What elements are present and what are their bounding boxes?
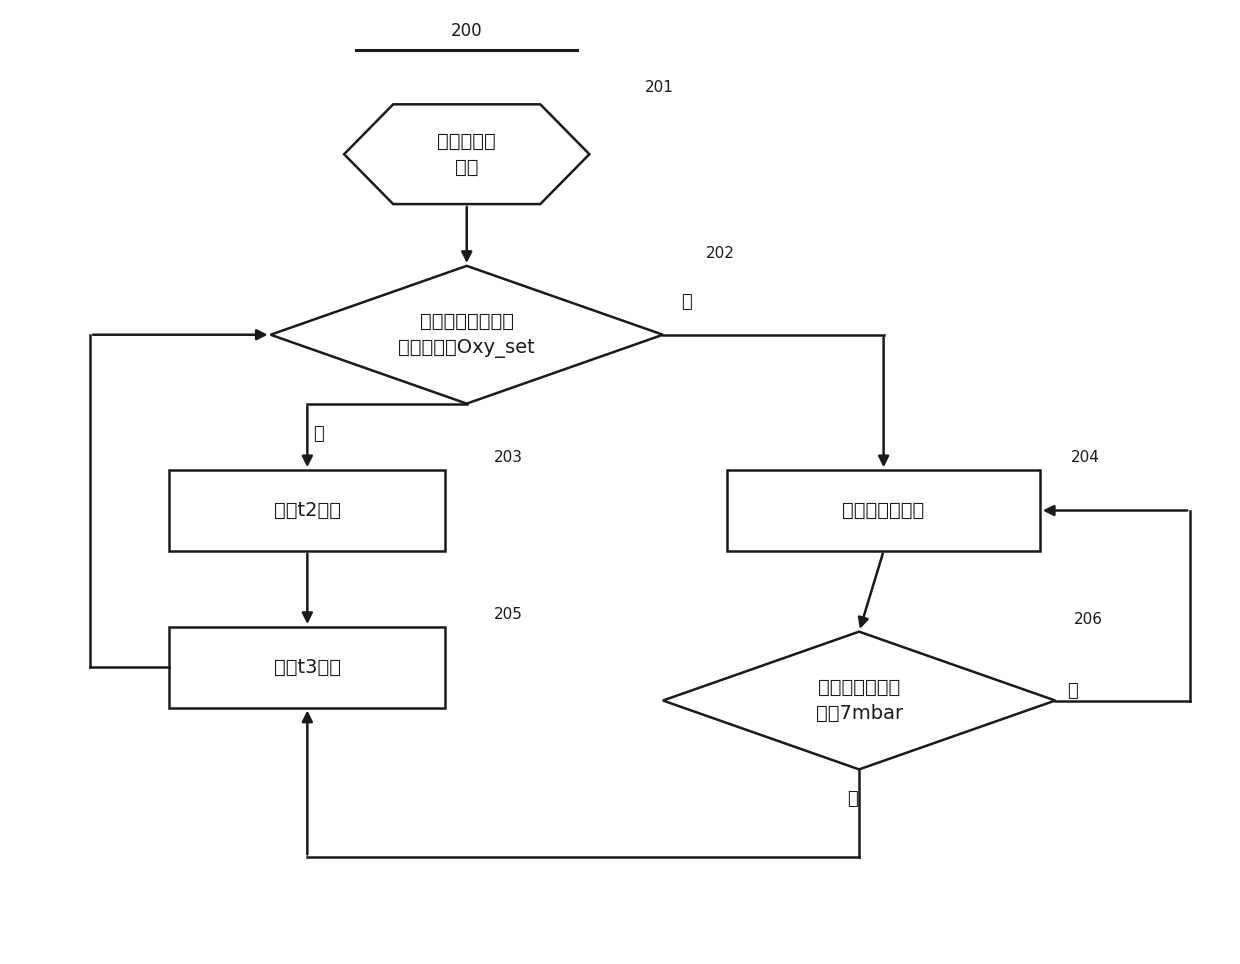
Text: 205: 205 [495,607,523,622]
Text: 201: 201 [645,80,673,94]
Text: 排气t2时间: 排气t2时间 [274,501,341,520]
Text: 200: 200 [451,22,482,40]
Text: 否: 否 [1068,682,1079,700]
Bar [728,470,1040,550]
Text: 进气t3时间: 进气t3时间 [274,657,341,677]
Bar [170,470,445,550]
Text: 进排气循环
启动: 进排气循环 启动 [438,131,496,177]
Text: 是: 是 [681,293,692,311]
Text: 停止进气和排气: 停止进气和排气 [842,501,925,520]
Text: 202: 202 [706,246,735,261]
Text: 腔体内压力是否
小于7mbar: 腔体内压力是否 小于7mbar [816,678,903,723]
Bar [170,627,445,708]
Text: 204: 204 [1070,450,1100,466]
Text: 203: 203 [495,450,523,466]
Text: 206: 206 [1074,612,1102,627]
Text: 是: 是 [848,790,858,808]
Text: 腔体内氧含量是否
小于设定值Oxy_set: 腔体内氧含量是否 小于设定值Oxy_set [398,311,536,358]
Text: 否: 否 [314,424,324,442]
